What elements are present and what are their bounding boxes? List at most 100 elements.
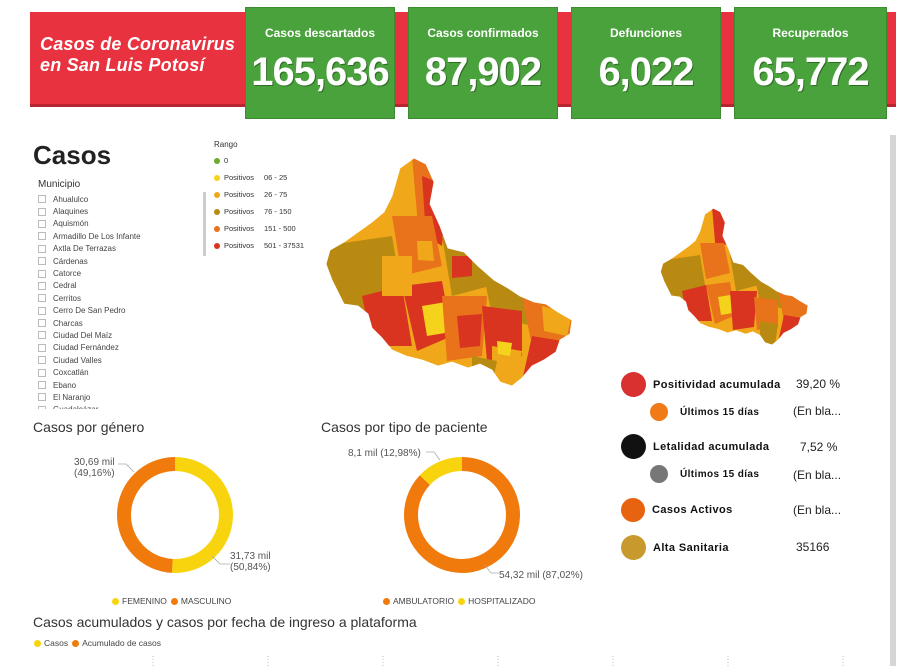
leader-line: [118, 463, 135, 473]
legend-dot-ambulatorio: [383, 597, 390, 605]
donut-slice-femenino[interactable]: [171, 457, 234, 573]
data-label-hospitalizado: 8,1 mil (12,98%): [348, 448, 421, 459]
legend-dot-casos: [34, 639, 41, 647]
bottom-chart-gridlines: [152, 656, 844, 666]
chart-title-genero: Casos por género: [33, 419, 145, 435]
municipio-option[interactable]: Coxcatlán: [38, 366, 198, 378]
municipio-checkbox[interactable]: [38, 232, 46, 241]
municipio-label: Cerritos: [53, 293, 82, 303]
municipio-option[interactable]: Cárdenas: [38, 255, 198, 267]
municipio-checkbox[interactable]: [38, 281, 46, 290]
municipio-option[interactable]: Ciudad Fernández: [38, 342, 198, 354]
legend-dot-hospitalizado: [458, 597, 466, 605]
data-label-femenino: 31,73 mil (50,84%): [230, 551, 271, 573]
legend-dot-masculino: [170, 597, 178, 605]
municipio-checkbox[interactable]: [38, 207, 46, 216]
indicator-label: Últimos 15 días: [680, 406, 760, 418]
donut-slice-masculino[interactable]: [117, 457, 175, 573]
stat-value: 6,022: [598, 50, 694, 94]
municipio-checkbox[interactable]: [38, 294, 46, 303]
municipio-checkbox[interactable]: [38, 405, 46, 409]
donut-slice-hospitalizado[interactable]: [419, 457, 462, 485]
range-values: 501 - 37531: [264, 241, 305, 250]
municipio-checkbox[interactable]: [38, 356, 46, 365]
indicator-value: 7,52 %: [800, 440, 838, 454]
municipio-checkbox[interactable]: [38, 343, 46, 352]
indicator-value: 39,20 %: [796, 377, 841, 391]
municipio-option[interactable]: Ciudad Del Maíz: [38, 329, 198, 341]
municipio-option[interactable]: Ahualulco: [38, 193, 198, 205]
state-map-large[interactable]: [322, 156, 582, 391]
indicator-label: Casos Activos: [652, 504, 733, 516]
stat-label: Casos descartados: [264, 26, 376, 40]
legend-label-ambulatorio: AMBULATORIO: [393, 596, 455, 606]
range-label: Positivos: [224, 190, 255, 199]
range-dot: [214, 225, 220, 232]
municipio-checkbox[interactable]: [38, 319, 46, 328]
section-title-casos: Casos: [33, 140, 112, 170]
municipio-option[interactable]: Guadalcázar: [38, 404, 198, 409]
municipio-option[interactable]: Aquismón: [38, 218, 198, 230]
range-dot: [214, 157, 220, 164]
legend-genero: FEMENINO MASCULINO: [112, 596, 231, 606]
state-map-small[interactable]: [658, 207, 814, 348]
legend-label-casos: Casos: [44, 638, 69, 648]
municipio-checkbox[interactable]: [38, 306, 46, 315]
indicator-letalidad: Letalidad acumulada: [621, 434, 769, 459]
indicator-value: (En bla...: [793, 503, 842, 517]
municipio-checkbox[interactable]: [38, 331, 46, 340]
indicator-positividad: Positividad acumulada: [621, 372, 781, 397]
municipio-checkbox[interactable]: [38, 244, 46, 253]
municipio-option[interactable]: Cerro De San Pedro: [38, 305, 198, 317]
range-legend-item: Positivos 151 - 500: [214, 220, 304, 237]
range-label: Positivos: [224, 224, 255, 233]
municipio-label: Catorce: [53, 269, 82, 279]
municipio-option[interactable]: Armadillo De Los Infante: [38, 230, 198, 242]
stat-value: 165,636: [251, 50, 390, 94]
municipio-checkbox[interactable]: [38, 381, 46, 390]
donut-chart-tipo-paciente[interactable]: [387, 440, 537, 590]
leader-line: [426, 451, 441, 461]
municipio-label: Guadalcázar: [53, 405, 98, 409]
banner-title-line1: Casos de Coronavirus: [40, 34, 236, 54]
range-dot: [214, 174, 220, 181]
municipio-option[interactable]: Axtla De Terrazas: [38, 243, 198, 255]
indicator-label: Letalidad acumulada: [653, 440, 770, 453]
range-legend-title: Rango: [214, 140, 238, 149]
page-scrollbar[interactable]: [890, 135, 896, 666]
municipio-checkbox[interactable]: [38, 393, 46, 402]
range-legend-item: Positivos 06 - 25: [214, 169, 304, 186]
range-dot: [214, 208, 220, 215]
municipio-label: Ahualulco: [53, 194, 89, 204]
municipio-option[interactable]: Alaquines: [38, 205, 198, 217]
stat-value: 87,902: [424, 50, 542, 94]
municipio-option[interactable]: Cerritos: [38, 292, 198, 304]
municipio-label: Charcas: [53, 318, 83, 328]
chart-title-acumulados: Casos acumulados y casos por fecha de in…: [33, 614, 417, 630]
municipio-label: Coxcatlán: [53, 368, 89, 378]
legend-acumulados: Casos Acumulado de casos: [34, 638, 161, 648]
data-label-masculino: 30,69 mil (49,16%): [74, 457, 115, 479]
municipio-label: Cárdenas: [53, 256, 88, 266]
municipio-checkbox[interactable]: [38, 195, 46, 204]
municipio-option[interactable]: Ebano: [38, 379, 198, 391]
municipio-option[interactable]: Ciudad Valles: [38, 354, 198, 366]
municipio-option[interactable]: El Naranjo: [38, 391, 198, 403]
municipio-filter-list[interactable]: Ahualulco Alaquines Aquismón Armadillo De L…: [38, 193, 198, 409]
municipio-label: Cerro De San Pedro: [53, 306, 126, 316]
donut-chart-genero[interactable]: [100, 440, 250, 590]
municipio-option[interactable]: Catorce: [38, 267, 198, 279]
chart-title-tipo-paciente: Casos por tipo de paciente: [321, 419, 488, 435]
municipio-checkbox[interactable]: [38, 269, 46, 278]
municipio-checkbox[interactable]: [38, 219, 46, 228]
range-legend-item: Positivos 501 - 37531: [214, 237, 304, 254]
municipio-checkbox[interactable]: [38, 257, 46, 266]
indicator-alta-sanitaria: Alta Sanitaria: [621, 535, 729, 560]
range-legend: Rango 0 Positivos 06 - 25 Positivos 26 - 75 P…: [214, 140, 304, 254]
municipio-option[interactable]: Cedral: [38, 280, 198, 292]
stat-card-recuperados: Recuperados 65,772: [734, 7, 887, 119]
municipio-checkbox[interactable]: [38, 368, 46, 377]
range-scrollbar[interactable]: [203, 192, 206, 256]
range-legend-item: 0: [214, 152, 304, 169]
municipio-option[interactable]: Charcas: [38, 317, 198, 329]
